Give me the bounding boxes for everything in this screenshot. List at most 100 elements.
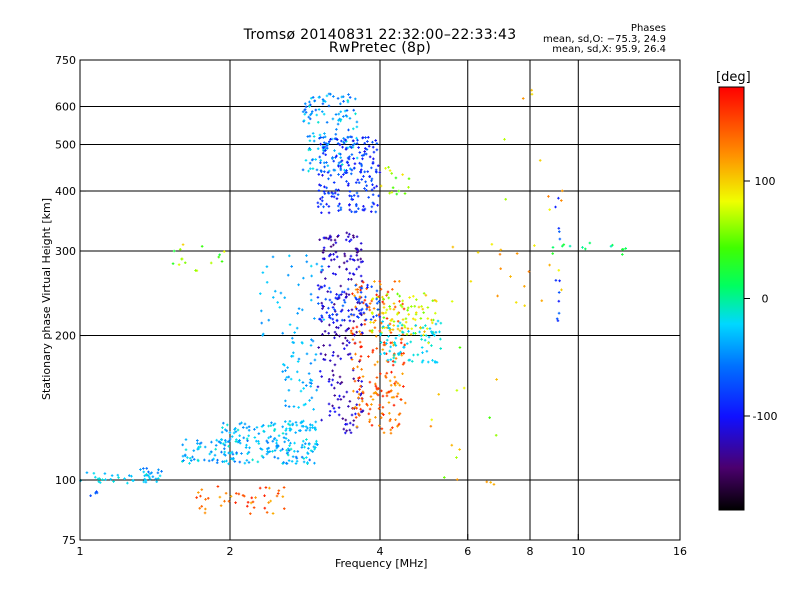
data-point <box>276 456 280 460</box>
data-point <box>424 293 428 297</box>
data-point <box>361 390 365 394</box>
data-point <box>310 274 313 278</box>
data-point <box>317 189 321 192</box>
data-point <box>369 210 373 213</box>
data-point <box>295 370 299 374</box>
data-point <box>358 151 362 154</box>
data-point <box>309 96 313 100</box>
data-point <box>402 361 406 365</box>
data-point <box>345 109 349 112</box>
data-point <box>401 372 404 376</box>
x-axis-label: Frequency [MHz] <box>335 557 428 570</box>
data-point <box>395 192 399 196</box>
data-point <box>377 424 381 427</box>
data-point <box>373 326 377 330</box>
data-point <box>381 325 385 328</box>
data-point <box>348 208 352 212</box>
data-point <box>557 299 561 303</box>
data-point <box>355 235 359 239</box>
data-point <box>374 391 377 394</box>
data-point <box>388 322 392 326</box>
data-point <box>355 267 358 271</box>
data-point <box>411 317 415 321</box>
data-point <box>215 438 218 442</box>
data-point <box>228 437 232 441</box>
data-point <box>323 135 327 139</box>
data-point <box>377 387 380 390</box>
data-point <box>327 169 331 173</box>
data-point <box>311 167 315 170</box>
data-point <box>379 416 383 420</box>
data-point <box>435 299 438 303</box>
data-point <box>332 243 335 247</box>
data-point <box>425 327 429 330</box>
data-point <box>365 307 369 311</box>
data-point <box>424 334 428 337</box>
data-point <box>388 412 391 415</box>
data-point <box>349 431 353 435</box>
data-point <box>540 299 544 303</box>
data-point <box>221 426 224 429</box>
data-point <box>287 389 291 392</box>
data-point <box>326 164 330 168</box>
data-point <box>203 458 206 462</box>
data-point <box>309 264 313 268</box>
data-point <box>357 396 360 399</box>
data-point <box>284 437 288 440</box>
data-point <box>323 358 327 362</box>
data-point <box>281 331 285 335</box>
data-point <box>309 298 313 302</box>
data-point <box>358 161 361 165</box>
data-point <box>319 159 323 162</box>
data-point <box>355 330 358 334</box>
data-point <box>396 327 400 331</box>
data-point <box>395 312 399 316</box>
data-point <box>400 337 404 341</box>
data-point <box>388 305 391 308</box>
data-point <box>377 313 381 317</box>
data-point <box>345 267 348 271</box>
data-point <box>302 387 305 390</box>
data-point <box>203 511 207 515</box>
data-point <box>196 442 199 445</box>
data-point <box>361 399 364 403</box>
data-point <box>399 303 403 307</box>
data-point <box>359 170 362 173</box>
data-point <box>200 488 204 491</box>
data-point <box>302 457 306 460</box>
data-point <box>419 317 423 320</box>
data-point <box>338 334 341 338</box>
data-point <box>335 313 339 316</box>
data-point <box>557 196 560 200</box>
data-point <box>246 452 249 456</box>
data-point <box>200 505 204 508</box>
data-point <box>315 262 319 266</box>
data-point <box>307 169 310 173</box>
data-point <box>332 195 336 199</box>
data-point <box>398 383 402 387</box>
data-point <box>226 440 230 444</box>
data-point <box>268 486 271 490</box>
data-point <box>329 245 333 248</box>
data-point <box>156 471 160 475</box>
data-point <box>308 100 311 104</box>
data-point <box>333 336 336 340</box>
data-point <box>214 444 218 447</box>
data-point <box>319 352 323 356</box>
data-point <box>329 290 333 294</box>
data-point <box>293 331 296 334</box>
data-point <box>433 311 437 315</box>
data-point <box>204 507 207 511</box>
data-point <box>318 238 321 242</box>
data-point <box>339 156 343 159</box>
data-point <box>331 306 335 309</box>
data-point <box>331 272 335 275</box>
data-point <box>372 202 376 206</box>
data-point <box>225 429 229 433</box>
data-point <box>338 202 341 206</box>
data-point <box>284 404 287 407</box>
data-point <box>322 205 325 209</box>
data-point <box>433 360 437 363</box>
data-point <box>273 455 276 459</box>
y-tick-label: 600 <box>55 101 76 114</box>
